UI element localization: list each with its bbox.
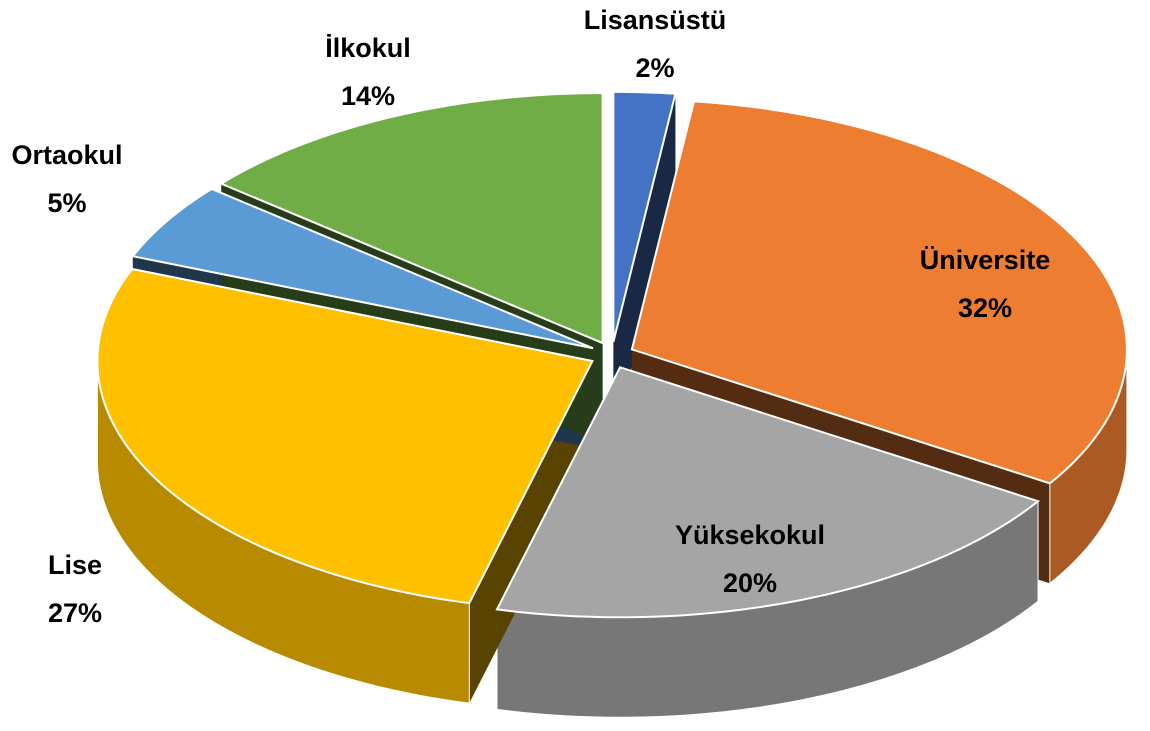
slice bbox=[495, 366, 1041, 619]
slice-value-label: 2% bbox=[635, 53, 674, 83]
slice-value-label: 5% bbox=[47, 188, 86, 218]
slice-category-label: Üniversite bbox=[920, 245, 1051, 275]
slice bbox=[612, 90, 677, 343]
slice bbox=[630, 100, 1128, 485]
slice-value-label: 20% bbox=[723, 568, 777, 598]
slice-tops bbox=[96, 90, 1128, 619]
slice bbox=[131, 187, 594, 350]
slice-category-label: İlkokul bbox=[325, 33, 411, 63]
slice-category-label: Yüksekokul bbox=[675, 520, 825, 550]
slice-value-label: 27% bbox=[48, 598, 102, 628]
slice-category-label: Lise bbox=[48, 550, 102, 580]
slice bbox=[96, 267, 594, 605]
slice-category-label: Lisansüstü bbox=[584, 5, 727, 35]
slice-value-label: 32% bbox=[958, 293, 1012, 323]
slice-category-label: Ortaokul bbox=[11, 140, 122, 170]
slice-wall bbox=[613, 93, 676, 442]
slice bbox=[219, 92, 604, 345]
slice-value-label: 14% bbox=[341, 81, 395, 111]
